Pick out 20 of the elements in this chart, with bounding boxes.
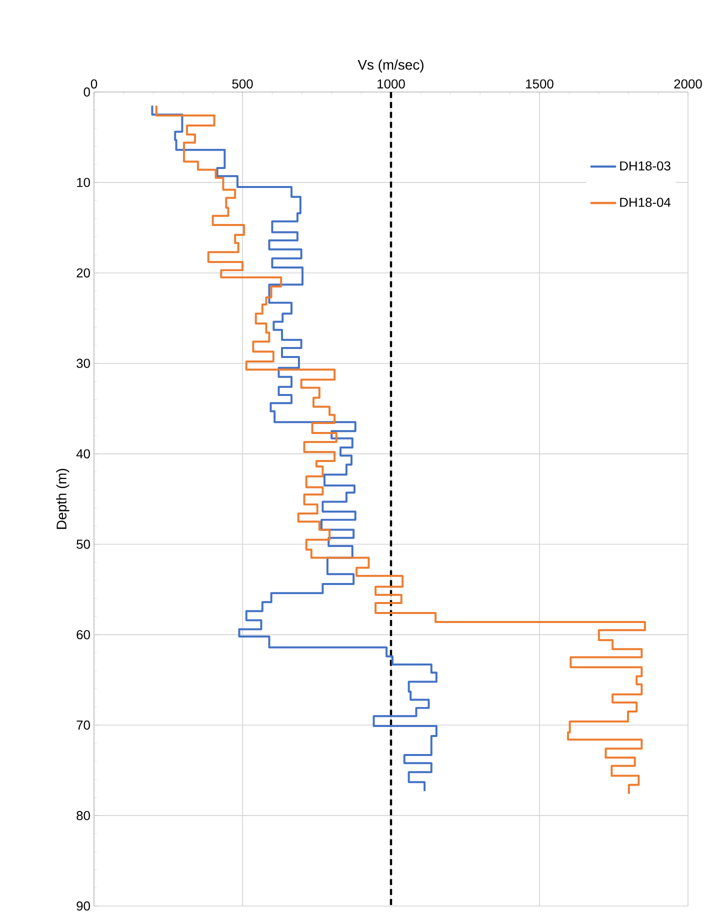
x-tick-label: 1000 — [378, 79, 405, 88]
y-axis-title: Depth (m) — [56, 468, 70, 529]
x-tick-label: 1500 — [526, 79, 554, 88]
y-tick-label: 30 — [76, 358, 90, 368]
legend-label: DH18-03 — [620, 161, 670, 170]
y-tick-label: 60 — [76, 630, 90, 640]
y-tick-label: 10 — [77, 178, 90, 188]
y-tick-label: 50 — [76, 540, 90, 549]
x-tick-label: 500 — [232, 79, 253, 88]
x-axis-title: Vs (m/sec) — [358, 59, 424, 72]
line-series — [151, 104, 438, 792]
y-tick-label: 0 — [84, 87, 90, 97]
x-tick-label: 0 — [90, 79, 98, 88]
y-tick-label: 40 — [76, 449, 90, 458]
x-tick-label: 2000 — [674, 79, 702, 88]
y-tick-label: 20 — [76, 268, 90, 278]
legend-label: DH18-04 — [620, 198, 671, 207]
y-tick-label: 90 — [76, 901, 90, 911]
y-tick-label: 70 — [76, 720, 90, 730]
y-tick-label: 80 — [76, 810, 90, 820]
